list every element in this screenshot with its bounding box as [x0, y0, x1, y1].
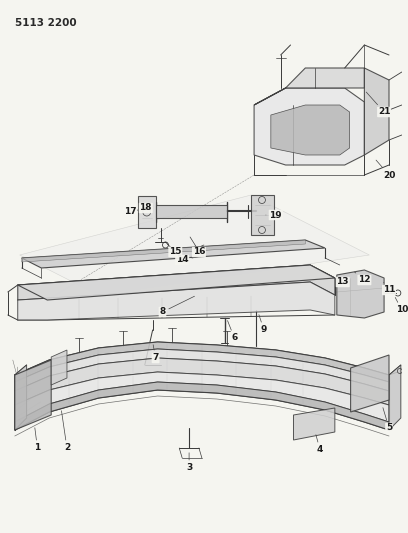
Polygon shape — [251, 195, 274, 235]
Text: 13: 13 — [337, 278, 349, 287]
Text: 6: 6 — [228, 320, 237, 343]
Text: 5: 5 — [383, 408, 392, 432]
Polygon shape — [337, 270, 384, 318]
Polygon shape — [389, 365, 401, 430]
Text: 7: 7 — [153, 345, 159, 362]
Text: 18: 18 — [140, 204, 152, 213]
Text: 10: 10 — [395, 297, 408, 314]
Polygon shape — [15, 382, 389, 430]
Polygon shape — [293, 408, 335, 440]
Polygon shape — [254, 88, 364, 165]
Text: 1: 1 — [34, 428, 40, 453]
Text: 5113 2200: 5113 2200 — [15, 18, 76, 28]
Polygon shape — [18, 282, 335, 320]
Text: 16: 16 — [193, 246, 205, 256]
Text: 9: 9 — [259, 314, 267, 335]
Polygon shape — [51, 350, 67, 385]
Text: 17: 17 — [124, 207, 138, 216]
Text: 21: 21 — [366, 92, 390, 117]
Polygon shape — [20, 195, 369, 295]
Polygon shape — [364, 68, 389, 155]
Polygon shape — [155, 205, 226, 218]
Polygon shape — [18, 265, 335, 300]
Text: 4: 4 — [316, 435, 323, 455]
Text: 15: 15 — [167, 244, 182, 256]
Polygon shape — [15, 360, 51, 430]
Polygon shape — [22, 240, 325, 268]
Text: 11: 11 — [383, 282, 395, 295]
Text: 19: 19 — [266, 211, 282, 220]
Polygon shape — [254, 68, 364, 105]
Text: 14: 14 — [176, 255, 204, 264]
Polygon shape — [22, 240, 305, 262]
Polygon shape — [15, 349, 389, 391]
Polygon shape — [15, 342, 389, 382]
Text: 20: 20 — [376, 160, 395, 180]
Polygon shape — [350, 355, 389, 412]
Text: 12: 12 — [355, 272, 370, 285]
Polygon shape — [138, 196, 155, 228]
Text: 2: 2 — [62, 411, 70, 453]
Text: 3: 3 — [186, 453, 192, 472]
Polygon shape — [15, 372, 389, 422]
Polygon shape — [18, 265, 335, 300]
Polygon shape — [15, 358, 389, 405]
Polygon shape — [271, 105, 350, 155]
Text: 8: 8 — [160, 296, 195, 317]
Polygon shape — [15, 365, 27, 430]
